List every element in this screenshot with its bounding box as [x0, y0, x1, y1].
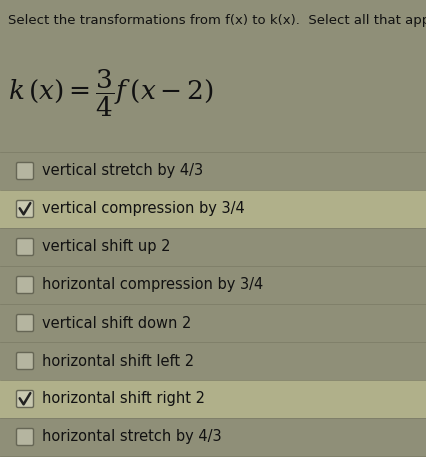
Bar [0, 380, 426, 418]
Text: vertical shift down 2: vertical shift down 2 [42, 315, 191, 330]
Bar [0, 228, 426, 266]
Text: horizontal shift right 2: horizontal shift right 2 [42, 392, 204, 406]
Bar [0, 304, 426, 342]
Text: vertical shift up 2: vertical shift up 2 [42, 239, 170, 255]
FancyBboxPatch shape [17, 429, 33, 446]
FancyBboxPatch shape [17, 314, 33, 331]
FancyBboxPatch shape [17, 201, 33, 218]
Text: Select the transformations from f(x) to k(x).  Select all that apply.: Select the transformations from f(x) to … [8, 14, 426, 27]
Text: horizontal stretch by 4/3: horizontal stretch by 4/3 [42, 430, 221, 445]
Text: horizontal compression by 3/4: horizontal compression by 3/4 [42, 277, 263, 292]
FancyBboxPatch shape [17, 239, 33, 255]
Bar [0, 152, 426, 190]
FancyBboxPatch shape [17, 163, 33, 180]
Bar [0, 190, 426, 228]
FancyBboxPatch shape [17, 352, 33, 370]
Text: vertical compression by 3/4: vertical compression by 3/4 [42, 202, 244, 217]
FancyBboxPatch shape [17, 390, 33, 408]
Text: horizontal shift left 2: horizontal shift left 2 [42, 354, 194, 368]
Bar [0, 418, 426, 456]
Bar [0, 266, 426, 304]
Text: vertical stretch by 4/3: vertical stretch by 4/3 [42, 164, 203, 179]
Text: $k\,(x) = \dfrac{3}{4}f\,(x - 2)$: $k\,(x) = \dfrac{3}{4}f\,(x - 2)$ [8, 68, 213, 119]
Bar [0, 342, 426, 380]
FancyBboxPatch shape [17, 276, 33, 293]
